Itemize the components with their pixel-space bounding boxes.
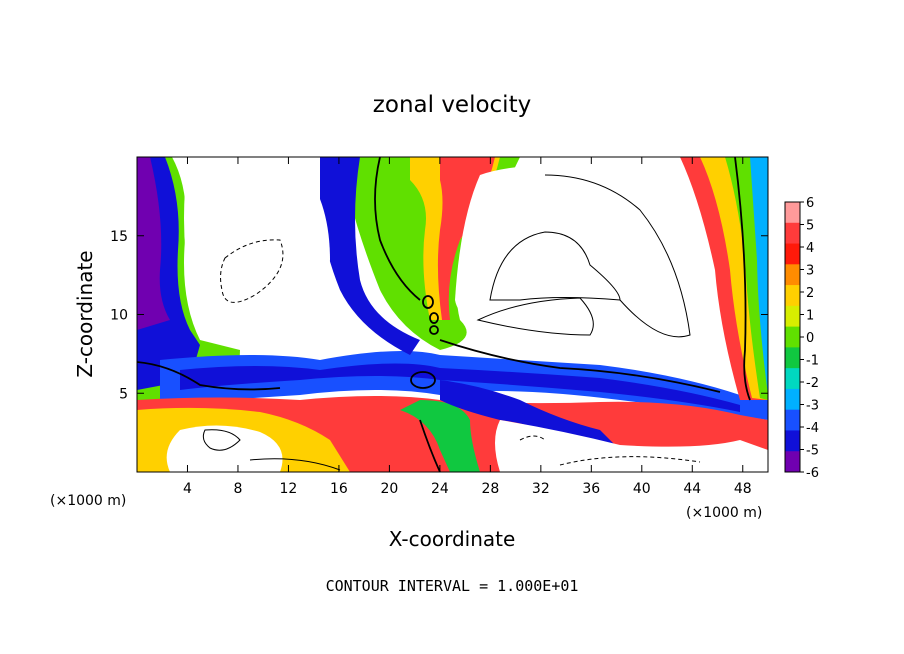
colorbar: 6 5 4 3 2 1 0 -1 -2 -3 -4 -5 -6 [784, 196, 819, 481]
colorbar-swatch [785, 347, 800, 369]
x-tick-label: 4 [183, 481, 192, 497]
velocity-field [137, 157, 768, 472]
colorbar-label: 6 [806, 196, 814, 211]
y-axis-ticks: 5 10 15 [110, 229, 768, 402]
x-tick-label: 36 [582, 481, 600, 497]
colorbar-swatch [785, 264, 800, 286]
colorbar-swatch [785, 285, 800, 307]
colorbar-swatch [785, 305, 800, 328]
colorbar-swatch [785, 430, 800, 452]
colorbar-swatch [785, 243, 800, 265]
colorbar-label: 3 [806, 264, 814, 279]
colorbar-label: 0 [806, 331, 814, 346]
colorbar-label: 1 [806, 309, 814, 324]
colorbar-label: 5 [806, 219, 814, 234]
colorbar-swatch [785, 388, 800, 411]
contour-lines [137, 157, 751, 472]
colorbar-label: -2 [806, 376, 819, 391]
y-axis-label: Z-coordinate [73, 250, 97, 377]
colorbar-swatch [785, 222, 800, 245]
colorbar-label: -1 [806, 354, 819, 369]
contour-interval-note: CONTOUR INTERVAL = 1.000E+01 [326, 577, 579, 595]
x-tick-label: 40 [633, 481, 651, 497]
colorbar-label: -5 [806, 444, 819, 459]
colorbar-label: -6 [806, 466, 819, 481]
x-axis-label: X-coordinate [389, 527, 516, 551]
colorbar-label: -3 [806, 399, 819, 414]
colorbar-label: 4 [806, 241, 814, 256]
x-tick-label: 28 [481, 481, 499, 497]
chart-title: zonal velocity [373, 92, 531, 118]
x-tick-label: 32 [532, 481, 550, 497]
colorbar-label: 2 [806, 286, 814, 301]
x-tick-label: 44 [683, 481, 701, 497]
y-axis-unit: (×1000 m) [50, 493, 126, 509]
x-tick-label: 48 [734, 481, 752, 497]
colorbar-swatch [785, 368, 800, 390]
y-tick-label: 15 [110, 229, 128, 245]
x-tick-label: 8 [233, 481, 242, 497]
x-axis-unit: (×1000 m) [686, 505, 762, 521]
colorbar-swatch [785, 451, 800, 473]
y-tick-label: 5 [119, 386, 128, 402]
colorbar-swatch [785, 409, 800, 431]
x-tick-label: 16 [330, 481, 348, 497]
x-tick-label: 20 [380, 481, 398, 497]
x-tick-label: 24 [431, 481, 449, 497]
x-axis-ticks: 4 8 12 16 20 24 28 32 36 40 44 48 [183, 157, 752, 497]
colorbar-label: -4 [806, 421, 819, 436]
colorbar-swatch [785, 202, 800, 224]
colorbar-swatch [785, 326, 800, 348]
y-tick-label: 10 [110, 308, 128, 324]
x-tick-label: 12 [280, 481, 298, 497]
